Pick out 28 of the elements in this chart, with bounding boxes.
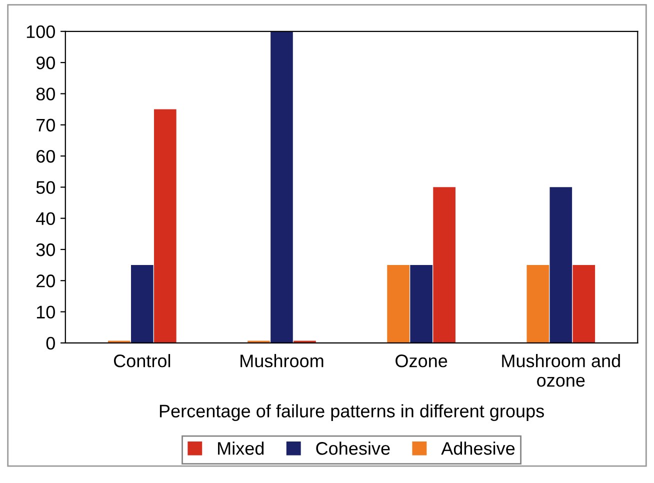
x-tick-label: Mushroom and ozone (502, 354, 620, 387)
bar (433, 187, 456, 343)
legend-label: Adhesive (441, 442, 515, 455)
y-tick-label: 30 (36, 243, 55, 256)
x-tick-label: Ozone (396, 354, 448, 368)
y-tick-label: 10 (36, 306, 55, 318)
y-tick-label: 40 (36, 212, 55, 226)
bar (270, 31, 293, 343)
legend-label: Cohesive (316, 442, 390, 455)
y-tick-label: 20 (36, 274, 55, 288)
bar (387, 265, 410, 343)
y-tick-label: 50 (36, 181, 55, 194)
y-tick-label: 60 (36, 150, 55, 163)
y-tick-label: 70 (36, 118, 55, 132)
y-tick-label: 100 (26, 25, 55, 38)
x-tick-label: Control (114, 354, 170, 368)
legend-label: Mixed (218, 442, 264, 455)
x-tick-label: Mushroom (240, 354, 324, 368)
y-tick-label: 90 (36, 56, 55, 70)
bar (526, 265, 550, 343)
bar (410, 265, 432, 343)
y-tick-label: 80 (36, 88, 55, 100)
bar (572, 265, 596, 343)
x-axis-title: Percentage of failure patterns in different groups (160, 404, 544, 422)
bar (154, 109, 176, 343)
bar (131, 265, 154, 343)
y-tick-label: 0 (46, 336, 55, 350)
bar (550, 187, 572, 343)
